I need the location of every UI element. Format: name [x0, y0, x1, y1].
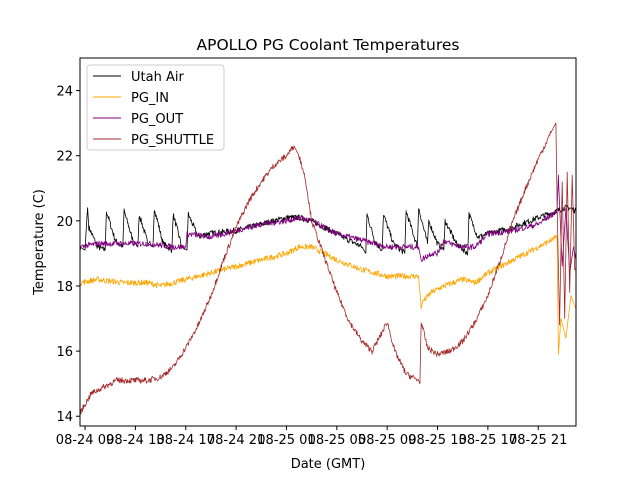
x-tick-label: 08-24 09 — [56, 433, 114, 448]
y-tick-label: 14 — [56, 410, 73, 425]
x-tick-label: 08-25 17 — [459, 433, 517, 448]
x-tick-label: 08-25 13 — [408, 433, 466, 448]
legend-label-pg-in: PG_IN — [131, 91, 169, 106]
x-tick-label: 08-24 17 — [157, 433, 215, 448]
legend-label-pg-out: PG_OUT — [131, 112, 183, 127]
x-axis-label: Date (GMT) — [291, 457, 366, 472]
plot-frame — [79, 57, 577, 427]
legend-label-pg-shuttle: PG_SHUTTLE — [131, 133, 214, 148]
x-tick-label: 08-25 09 — [358, 433, 416, 448]
legend-box — [86, 64, 225, 151]
x-tick-label: 08-24 13 — [106, 433, 164, 448]
x-tick-label: 08-25 05 — [308, 433, 366, 448]
y-tick-label: 24 — [56, 85, 73, 100]
series-line-pg-out — [80, 174, 576, 274]
y-tick-label: 16 — [56, 345, 73, 360]
chart-title: APOLLO PG Coolant Temperatures — [197, 36, 460, 54]
x-tick-label: 08-25 21 — [509, 433, 567, 448]
y-tick-label: 18 — [56, 280, 73, 295]
legend-label-utah-air: Utah Air — [131, 70, 184, 85]
y-axis-label: Temperature (C) — [32, 189, 47, 296]
y-tick-label: 20 — [56, 215, 73, 230]
series-line-pg-in — [80, 234, 576, 355]
legend: Utah Air PG_IN PG_OUT PG_SHUTTLE — [86, 64, 225, 151]
series-layer — [80, 122, 576, 415]
x-tick-label: 08-24 21 — [207, 433, 265, 448]
y-axis: 14 16 18 20 22 24 — [56, 85, 80, 425]
series-line-pg-shuttle — [80, 122, 576, 415]
x-tick-label: 08-25 01 — [257, 433, 315, 448]
y-tick-label: 22 — [56, 150, 73, 165]
